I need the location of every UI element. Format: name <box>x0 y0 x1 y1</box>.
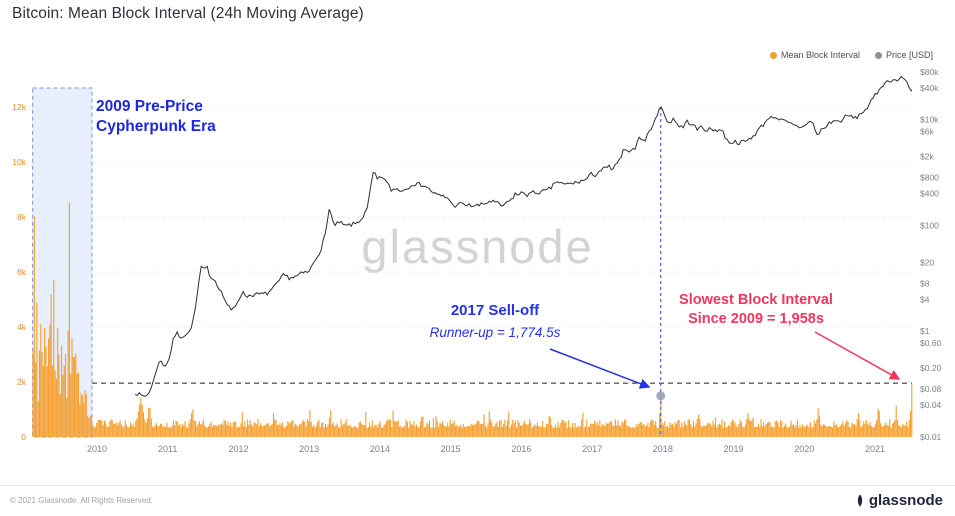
annotation-slowest-line1: Slowest Block Interval <box>679 292 833 308</box>
axis-tick-label: $400 <box>920 189 939 199</box>
axis-tick-label: $40k <box>920 83 939 93</box>
axis-tick-label: 10k <box>12 157 26 167</box>
axis-tick-label: 2021 <box>865 444 885 454</box>
legend-label-mean-block-interval: Mean Block Interval <box>780 50 860 60</box>
legend-dot-gray-icon <box>874 51 882 59</box>
axis-tick-label: $0.04 <box>920 400 942 410</box>
axis-tick-label: $20 <box>920 257 934 267</box>
brand-wordmark: glassnode <box>868 492 943 509</box>
axis-tick-label: $100 <box>920 220 939 230</box>
annotation-selloff-line1: 2017 Sell-off <box>450 302 540 319</box>
axis-tick-label: $0.01 <box>920 432 942 442</box>
axis-tick-label: 2012 <box>228 444 248 454</box>
axis-tick-label: 2010 <box>87 444 107 454</box>
chart-legend: Mean Block Interval Price [USD] <box>769 50 933 60</box>
legend-label-price-usd: Price [USD] <box>885 50 933 60</box>
axis-tick-label: $0.60 <box>920 338 942 348</box>
axis-tick-label: 12k <box>12 102 26 112</box>
axis-tick-label: 2k <box>17 377 27 387</box>
axis-tick-label: $6k <box>920 126 934 136</box>
annotation-slowest-line2: Since 2009 = 1,958s <box>688 310 824 327</box>
axis-tick-label: 2016 <box>511 444 531 454</box>
block-interval-bars <box>32 202 913 437</box>
glassnode-logo-icon <box>857 494 862 507</box>
axis-tick-label: 2013 <box>299 444 319 454</box>
axis-tick-label: 2014 <box>370 444 390 454</box>
axis-tick-label: $8 <box>920 278 930 288</box>
annotation-2009-pre-price: 2009 Pre-Price Cypherpunk Era <box>96 97 216 137</box>
axis-tick-label: 4k <box>17 322 27 332</box>
selloff-marker-dot[interactable] <box>656 391 666 401</box>
axis-tick-label: 2011 <box>158 444 177 454</box>
annotation-2017-selloff: 2017 Sell-off Runner-up = 1,774.5s <box>394 301 596 341</box>
axis-tick-label: $10k <box>920 115 939 125</box>
glassnode-brand[interactable]: glassnode <box>855 492 943 509</box>
axis-tick-label: $2k <box>920 152 934 162</box>
axis-tick-label: 2020 <box>794 444 814 454</box>
annotation-selloff-line2: Runner-up = 1,774.5s <box>429 324 561 340</box>
chart-title: Bitcoin: Mean Block Interval (24h Moving… <box>12 5 364 22</box>
axis-tick-label: 2017 <box>582 444 602 454</box>
copyright-text: © 2021 Glassnode. All Rights Reserved. <box>10 496 153 505</box>
axis-tick-label: $0.20 <box>920 363 942 373</box>
axis-tick-label: $80k <box>920 67 939 77</box>
axis-tick-label: $800 <box>920 173 939 183</box>
axis-tick-label: 2019 <box>724 444 744 454</box>
annotation-2009-line1: 2009 Pre-Price <box>96 98 203 115</box>
legend-item-price-usd[interactable]: Price [USD] <box>874 50 933 60</box>
axis-tick-label: 0 <box>21 432 26 442</box>
slowest-arrow <box>814 331 901 380</box>
axis-tick-label: 8k <box>17 212 27 222</box>
highlight-region-2009 <box>32 87 93 438</box>
selloff-arrow <box>549 348 651 389</box>
axis-tick-label: 6k <box>17 267 27 277</box>
footer: © 2021 Glassnode. All Rights Reserved. g… <box>0 485 955 516</box>
axis-tick-label: $0.08 <box>920 384 942 394</box>
axis-tick-label: 2015 <box>441 444 461 454</box>
axis-tick-label: 2018 <box>653 444 673 454</box>
legend-item-mean-block-interval[interactable]: Mean Block Interval <box>769 50 860 60</box>
glassnode-watermark: glassnode <box>361 220 594 273</box>
annotation-2009-line2: Cypherpunk Era <box>96 118 216 136</box>
price-line <box>134 75 913 397</box>
legend-dot-orange-icon <box>769 51 777 59</box>
annotation-slowest-interval: Slowest Block Interval Since 2009 = 1,95… <box>650 291 862 329</box>
axis-tick-label: $1 <box>920 326 930 336</box>
axis-tick-label: $4 <box>920 294 930 304</box>
